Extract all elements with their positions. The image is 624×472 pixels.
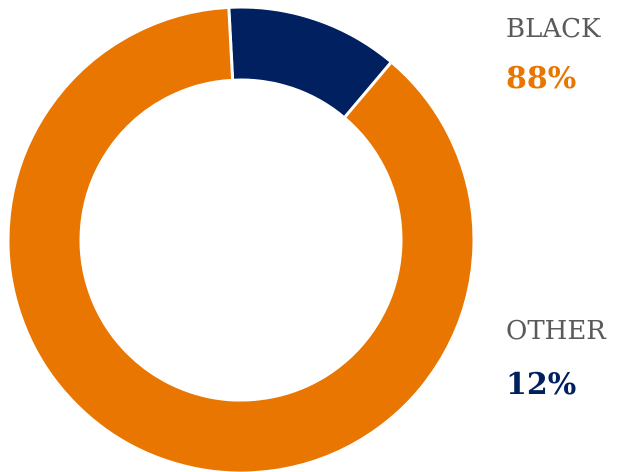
legend-label-other: OTHER	[506, 316, 606, 346]
legend-label-black: BLACK	[506, 14, 601, 44]
legend-value-black: 88%	[506, 61, 577, 96]
donut-chart	[6, 5, 476, 472]
legend-value-other: 12%	[506, 367, 577, 402]
donut-slice-black	[6, 5, 476, 472]
